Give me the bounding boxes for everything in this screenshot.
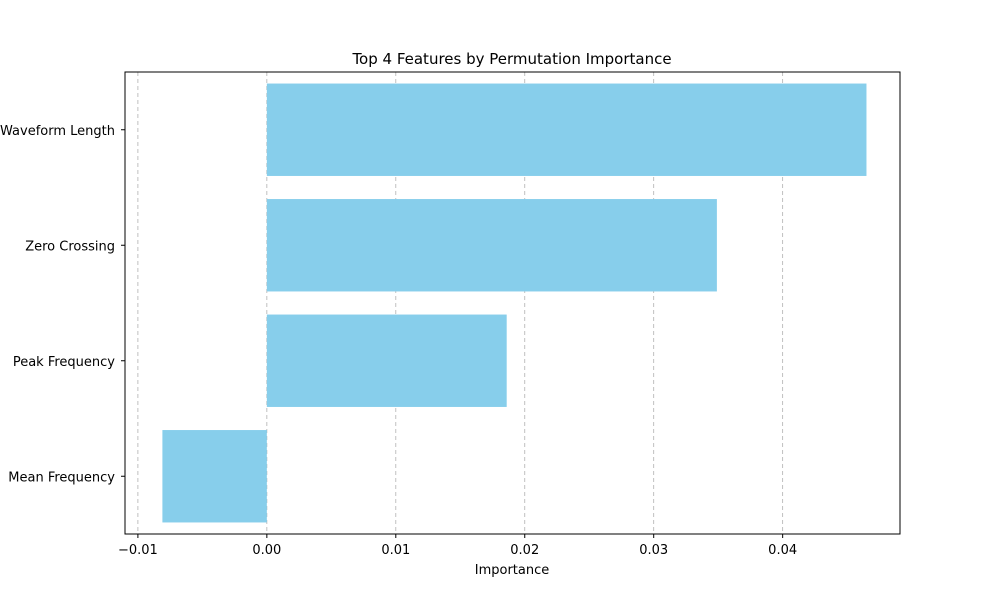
y-axis-ticks: Waveform Length Zero Crossing Peak Frequen… (0, 124, 125, 485)
bar-mean-frequency (162, 430, 267, 523)
chart-title: Top 4 Features by Permutation Importance (351, 50, 671, 68)
bar-zero-crossing (266, 199, 717, 292)
x-tick-label: 0.03 (639, 543, 668, 558)
y-tick-label: Mean Frequency (8, 470, 115, 485)
bar-waveform-length (266, 83, 867, 176)
y-tick-label: Peak Frequency (13, 355, 115, 370)
bars (162, 83, 867, 523)
x-tick-label: 0.01 (381, 543, 410, 558)
x-tick-label: 0.02 (510, 543, 539, 558)
x-axis-label: Importance (475, 563, 550, 578)
x-tick-label: 0.00 (252, 543, 281, 558)
y-tick-label: Zero Crossing (25, 239, 115, 254)
plot-frame (124, 71, 901, 535)
y-tick-label: Waveform Length (0, 124, 115, 139)
x-axis-ticks: −0.01 0.00 0.01 0.02 0.03 0.04 (118, 534, 797, 558)
x-tick-label: −0.01 (118, 543, 158, 558)
x-tick-label: 0.04 (768, 543, 797, 558)
bar-peak-frequency (266, 314, 507, 407)
